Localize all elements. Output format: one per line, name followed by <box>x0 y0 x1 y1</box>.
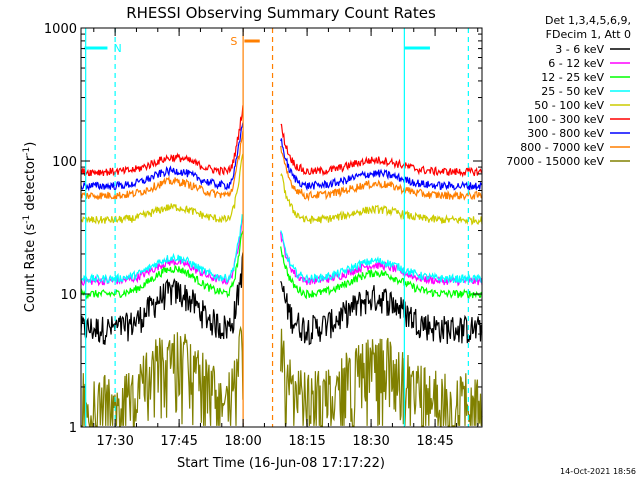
x-tick-label-2: 18:00 <box>224 434 261 449</box>
series-line-8-0 <box>81 325 244 427</box>
legend-label-7: 800 - 7000 keV <box>520 141 604 154</box>
x-tick-label-1: 17:45 <box>160 434 197 449</box>
y-tick-label-0: 1 <box>69 421 77 436</box>
legend-label-5: 100 - 300 keV <box>527 113 604 126</box>
series-line-0-0 <box>80 252 244 345</box>
series-line-6-1 <box>280 138 483 192</box>
legend-label-3: 25 - 50 keV <box>541 85 604 98</box>
series-line-2-0 <box>80 230 244 300</box>
axes-layer: 17:30 17:45 18:00 18:15 18:30 18:45 1 10 100 1000 <box>44 22 482 449</box>
chart-title: RHESSI Observing Summary Count Rates <box>126 4 436 22</box>
flag-label-N: N <box>113 42 121 55</box>
marker-lines-layer: NS <box>84 28 469 427</box>
legend-header-line1: Det 1,3,4,5,6,9, <box>545 14 631 27</box>
series-line-7-0 <box>80 130 244 202</box>
y-axis-label: Count Rate (s-1 detector-1) <box>22 142 38 313</box>
x-tick-label-0: 17:30 <box>96 434 133 449</box>
x-tick-label-3: 18:15 <box>288 434 325 449</box>
legend-header-line2: FDecim 1, Att 0 <box>546 28 631 41</box>
x-tick-label-5: 18:45 <box>416 434 453 449</box>
series-line-8-1 <box>280 328 483 427</box>
y-tick-label-2: 100 <box>52 155 77 170</box>
legend: Det 1,3,4,5,6,9, FDecim 1, Att 0 3 - 6 k… <box>506 14 631 168</box>
x-tick-label-4: 18:30 <box>352 434 389 449</box>
legend-label-8: 7000 - 15000 keV <box>506 155 604 168</box>
y-axis-label-mid: detector <box>23 155 38 215</box>
y-axis-label-end: ) <box>23 142 38 147</box>
series-line-4-0 <box>80 153 244 225</box>
series-line-3-1 <box>280 230 482 285</box>
legend-label-1: 6 - 12 keV <box>548 57 604 70</box>
series-line-2-1 <box>280 246 483 300</box>
legend-label-6: 300 - 800 keV <box>527 127 604 140</box>
series-line-6-0 <box>80 122 244 192</box>
y-tick-label-3: 1000 <box>44 22 77 37</box>
series-line-5-0 <box>80 105 244 178</box>
y-axis-label-main: Count Rate (s <box>23 224 38 313</box>
x-axis-label: Start Time (16-Jun-08 17:17:22) <box>177 456 385 471</box>
series-line-4-1 <box>280 173 483 226</box>
y-axis-label-sup2: -1 <box>22 147 32 156</box>
timestamp: 14-Oct-2021 18:56 <box>560 467 636 476</box>
series-line-3-0 <box>80 213 244 285</box>
flag-label-S: S <box>230 35 237 48</box>
y-tick-label-1: 10 <box>60 288 77 303</box>
series-line-7-1 <box>280 145 483 202</box>
series-layer <box>80 105 483 427</box>
series-line-5-1 <box>280 123 483 178</box>
legend-label-4: 50 - 100 keV <box>534 99 604 112</box>
series-line-0-1 <box>280 280 483 346</box>
plot-frame <box>80 27 483 428</box>
y-axis-label-sup1: -1 <box>22 215 32 224</box>
legend-label-0: 3 - 6 keV <box>555 43 604 56</box>
legend-label-2: 12 - 25 keV <box>541 71 604 84</box>
